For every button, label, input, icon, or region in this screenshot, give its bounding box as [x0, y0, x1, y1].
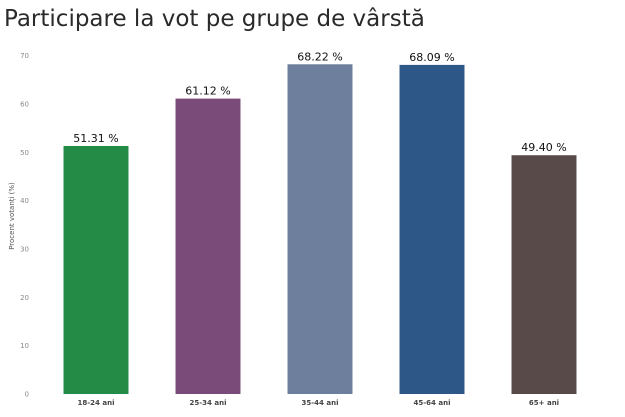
y-tick-label: 60 [20, 101, 29, 109]
y-tick-label: 0 [25, 391, 29, 399]
bar [399, 64, 465, 395]
x-tick-label: 35-44 ani [302, 399, 339, 407]
y-tick-label: 20 [20, 294, 29, 302]
chart-title: Participare la vot pe grupe de vârstă [4, 6, 425, 32]
data-label: 49.40 % [521, 141, 566, 154]
y-tick-label: 70 [20, 52, 29, 60]
data-label: 68.22 % [297, 50, 342, 63]
x-tick-label: 18-24 ani [78, 399, 115, 407]
y-tick-label: 10 [20, 342, 29, 350]
data-label: 51.31 % [73, 132, 118, 145]
bar [287, 64, 353, 395]
x-tick-label: 65+ ani [529, 399, 559, 407]
y-tick-label: 30 [20, 246, 29, 254]
bar [63, 146, 129, 394]
bar [175, 98, 241, 394]
x-tick-label: 45-64 ani [414, 399, 451, 407]
data-label: 61.12 % [185, 85, 230, 98]
y-tick-label: 40 [20, 197, 29, 205]
bar [511, 155, 577, 394]
data-label: 68.09 % [409, 51, 454, 64]
y-tick-label: 50 [20, 149, 29, 157]
x-tick-label: 25-34 ani [190, 399, 227, 407]
